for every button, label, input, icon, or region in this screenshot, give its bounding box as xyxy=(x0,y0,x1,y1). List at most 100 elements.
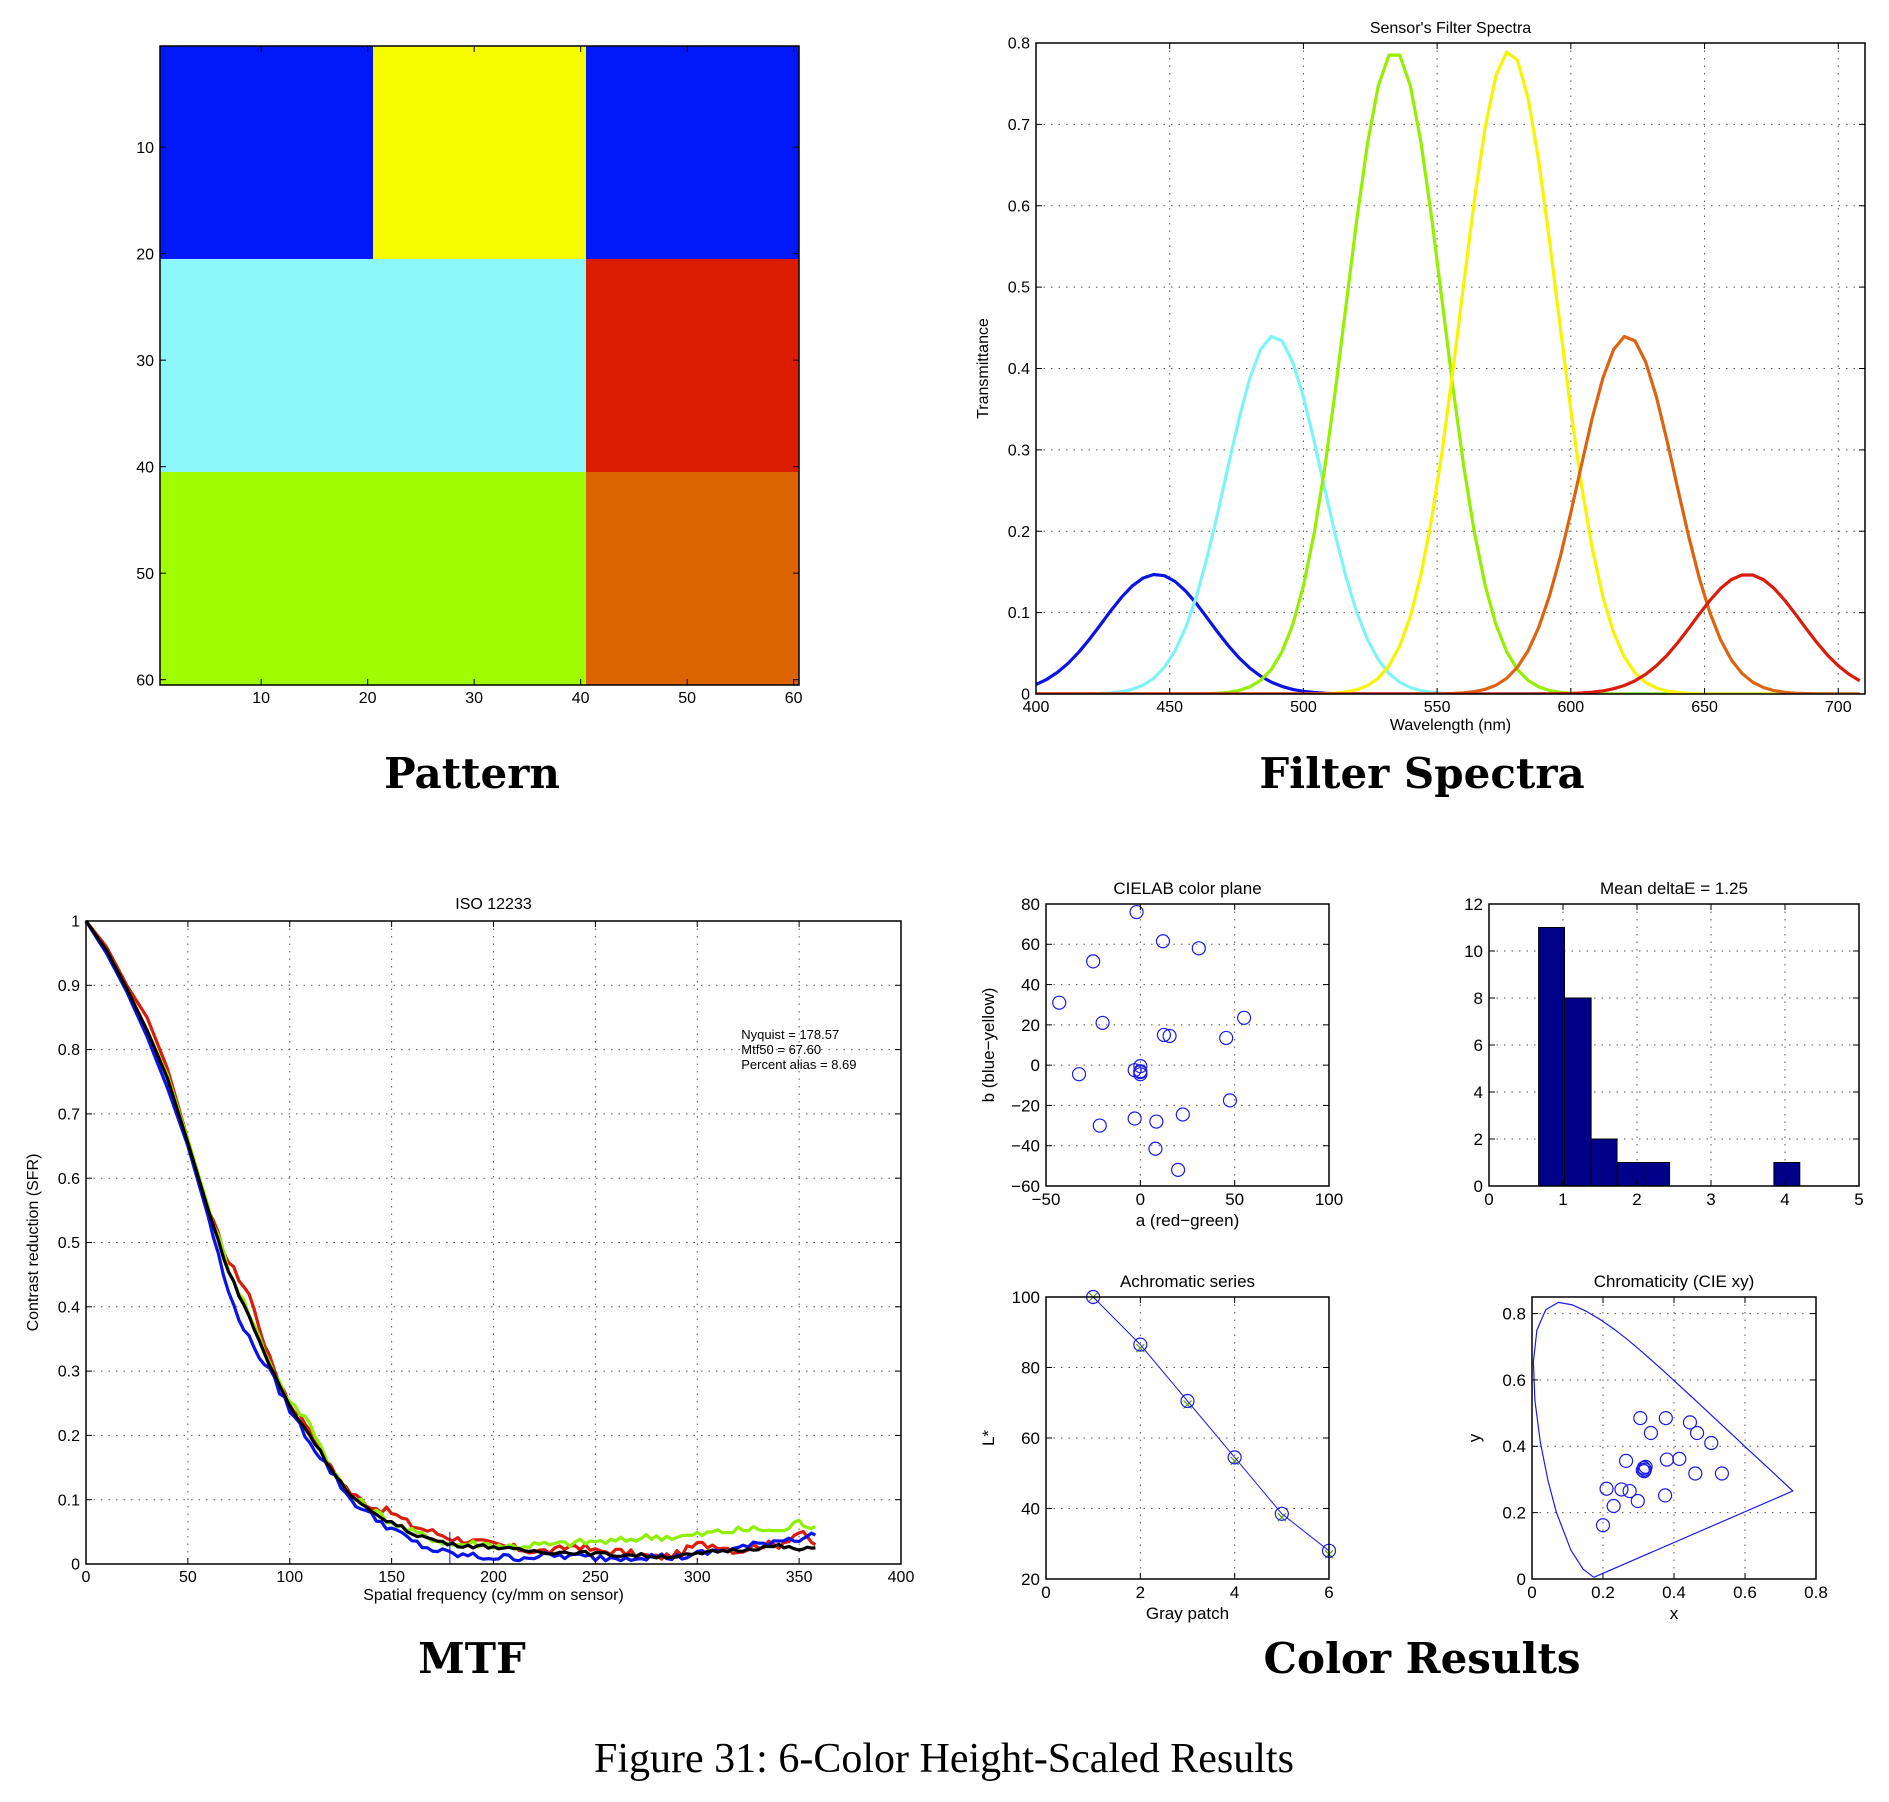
heading-pattern: Pattern xyxy=(384,749,560,798)
axes-frame xyxy=(1045,903,1330,1187)
x-tick-label: 1 xyxy=(1558,1190,1567,1209)
achromatic-line xyxy=(1092,1296,1330,1552)
x-tick-label: 4 xyxy=(1230,1583,1239,1602)
x-tick-label: 0 xyxy=(1041,1583,1050,1602)
achromatic-series-chart: 0 2 4 6 20 40 60 80 100 Achromatic series Gray pat… xyxy=(979,1272,1337,1623)
x-tick-label: 100 xyxy=(1315,1190,1343,1209)
chromaticity-point xyxy=(1595,1518,1611,1533)
spectrum-line-red xyxy=(1036,573,1861,694)
cielab-point xyxy=(1170,1162,1186,1177)
spectrum-line-cyan xyxy=(1036,334,1860,694)
cielab-point xyxy=(1222,1093,1238,1108)
chromaticity-point xyxy=(1614,1482,1629,1497)
x-tick-label: 60 xyxy=(785,690,803,707)
y-tick-label: 40 xyxy=(1021,1499,1040,1518)
x-tick-label: 0.4 xyxy=(1662,1583,1686,1602)
y-tick-label: 0.5 xyxy=(58,1235,80,1252)
x-tick-label: 400 xyxy=(888,1569,915,1586)
x-tick-label: 0 xyxy=(1136,1190,1145,1209)
chromaticity-point xyxy=(1658,1488,1673,1503)
chart-title: Mean deltaE = 1.25 xyxy=(1600,879,1748,898)
histogram-bar xyxy=(1590,1138,1618,1187)
x-tick-label: 2 xyxy=(1136,1583,1145,1602)
y-tick-label: 10 xyxy=(1464,942,1483,961)
histogram-bar xyxy=(1643,1162,1671,1187)
y-tick-label: 50 xyxy=(136,566,154,583)
y-tick-label: 0.2 xyxy=(1502,1504,1526,1523)
y-tick-label: −60 xyxy=(1011,1177,1040,1196)
cielab-point xyxy=(1236,1010,1252,1025)
x-tick-label: 250 xyxy=(582,1569,609,1586)
y-tick-label: 20 xyxy=(1021,1016,1040,1035)
cielab-scatter-chart: −50 0 50 100 −60 −40 −20 0 20 40 60 80 CIELAB color … xyxy=(979,879,1343,1230)
x-tick-label: 40 xyxy=(572,690,590,707)
x-tick-label: −50 xyxy=(1032,1190,1061,1209)
y-tick-label: 0 xyxy=(1517,1570,1526,1589)
pattern-block xyxy=(373,46,586,259)
chromaticity-point xyxy=(1622,1483,1637,1499)
mtf-line-green xyxy=(84,920,817,1551)
cielab-point xyxy=(1175,1107,1190,1122)
x-axis-label: Wavelength (nm) xyxy=(1390,717,1511,734)
x-tick-label: 50 xyxy=(1225,1190,1244,1209)
axes-frame xyxy=(1531,1296,1817,1580)
pattern-block xyxy=(160,472,586,685)
achromatic-point xyxy=(1274,1506,1289,1521)
y-tick-label: 0.6 xyxy=(58,1171,80,1188)
y-tick-label: 0.7 xyxy=(1008,117,1030,134)
y-tick-label: 100 xyxy=(1012,1288,1040,1307)
cielab-point xyxy=(1127,1111,1142,1126)
cielab-point xyxy=(1133,1067,1148,1082)
mtf-line-blue xyxy=(84,920,817,1563)
pattern-block xyxy=(586,472,799,685)
y-tick-label: 0.4 xyxy=(58,1299,80,1316)
x-axis-label: x xyxy=(1670,1604,1679,1623)
chromaticity-point xyxy=(1633,1410,1648,1426)
heading-mtf: MTF xyxy=(418,1634,526,1683)
chart-title: ISO 12233 xyxy=(455,896,532,913)
x-tick-label: 450 xyxy=(1156,699,1183,716)
x-tick-label: 4 xyxy=(1780,1190,1789,1209)
axes-frame xyxy=(159,45,800,686)
x-tick-label: 500 xyxy=(1290,699,1317,716)
histogram-bar xyxy=(1563,997,1592,1187)
y-tick-label: 0.9 xyxy=(58,978,80,995)
x-tick-label: 600 xyxy=(1557,699,1584,716)
cielab-point xyxy=(1071,1067,1087,1082)
y-axis-label: Transmittance xyxy=(975,318,992,419)
pattern-block xyxy=(586,46,799,259)
x-tick-label: 10 xyxy=(252,690,270,707)
y-tick-label: 0.2 xyxy=(58,1428,80,1445)
chromaticity-point xyxy=(1714,1466,1730,1481)
figure-caption: Figure 31: 6-Color Height-Scaled Results xyxy=(594,1736,1294,1782)
chart-title: Chromaticity (CIE xy) xyxy=(1594,1272,1755,1291)
y-axis-label: Contrast reduction (SFR) xyxy=(25,1154,42,1332)
cielab-point xyxy=(1148,1141,1163,1156)
x-tick-label: 50 xyxy=(678,690,696,707)
cielab-point xyxy=(1092,1118,1107,1133)
x-tick-label: 6 xyxy=(1324,1583,1333,1602)
pattern-block xyxy=(586,259,799,472)
x-tick-label: 700 xyxy=(1825,699,1852,716)
cielab-point xyxy=(1149,1114,1164,1129)
axes-frame xyxy=(85,920,902,1565)
y-tick-label: 0.8 xyxy=(1502,1305,1526,1324)
cielab-point xyxy=(1095,1015,1110,1030)
cielab-point xyxy=(1219,1030,1234,1046)
chart-title: CIELAB color plane xyxy=(1113,879,1261,898)
x-tick-label: 200 xyxy=(480,1569,507,1586)
y-tick-label: 0.4 xyxy=(1008,361,1030,378)
mtf-annotation: Percent alias = 8.69 xyxy=(741,1057,856,1072)
x-tick-label: 30 xyxy=(465,690,483,707)
y-tick-label: −40 xyxy=(1011,1137,1040,1156)
y-tick-label: 0.6 xyxy=(1008,198,1030,215)
x-tick-label: 400 xyxy=(1023,699,1050,716)
y-tick-label: 0.8 xyxy=(1008,36,1030,53)
y-tick-label: 80 xyxy=(1021,895,1040,914)
x-axis-label: Spatial frequency (cy/mm on sensor) xyxy=(363,1587,624,1604)
y-tick-label: 0.8 xyxy=(58,1042,80,1059)
x-tick-label: 2 xyxy=(1632,1190,1641,1209)
chromaticity-point xyxy=(1599,1481,1614,1496)
y-axis-label: y xyxy=(1465,1433,1484,1442)
chromaticity-point xyxy=(1682,1415,1698,1430)
